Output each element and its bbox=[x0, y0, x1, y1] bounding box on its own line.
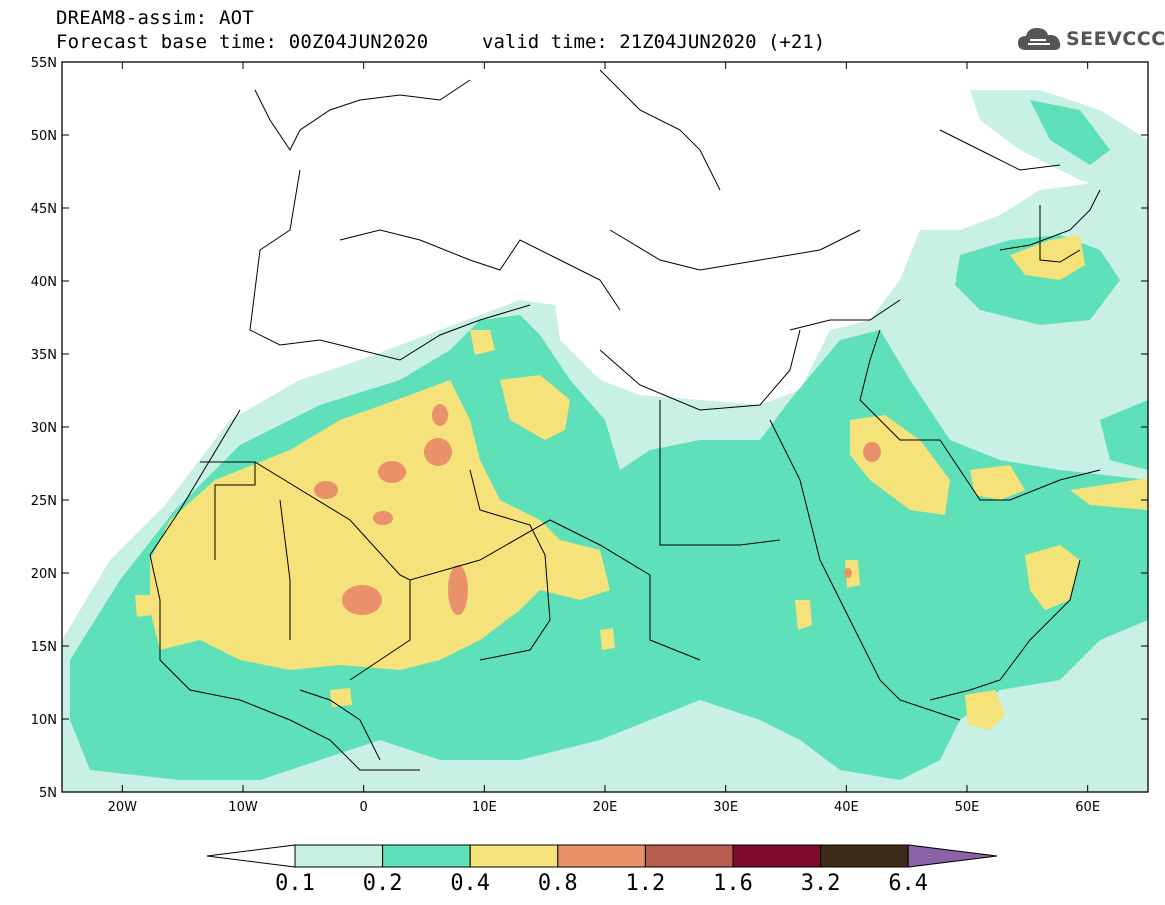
lon-tick-label: 30E bbox=[713, 800, 738, 815]
lon-tick-label: 20W bbox=[108, 800, 138, 815]
valid-time: valid time: 21Z04JUN2020 (+21) bbox=[482, 31, 826, 53]
lat-tick-label: 10N bbox=[31, 713, 57, 728]
lon-tick-label: 10W bbox=[228, 800, 258, 815]
lat-tick-label: 5N bbox=[39, 786, 57, 801]
coastlines bbox=[149, 69, 1101, 771]
colorbar-level-label: 1.2 bbox=[626, 871, 666, 896]
colorbar-level-label: 0.2 bbox=[363, 871, 403, 896]
colorbar-segment bbox=[820, 844, 909, 868]
colorbar-level-label: 6.4 bbox=[888, 871, 928, 896]
map-title: DREAM8-assim: AOT bbox=[56, 7, 254, 29]
colorbar-level-label: 0.1 bbox=[275, 871, 315, 896]
colorbar-level-label: 0.4 bbox=[450, 871, 490, 896]
colorbar-segment bbox=[382, 844, 471, 868]
colorbar-level-label: 3.2 bbox=[801, 871, 841, 896]
colorbar-right-triangle bbox=[907, 844, 998, 868]
lon-tick-label: 60E bbox=[1075, 800, 1100, 815]
cloud-icon bbox=[1018, 28, 1061, 50]
colorbar: 0.1 0.2 0.4 0.8 1.2 1.6 3.2 6.4 bbox=[206, 844, 998, 896]
lat-tick-label: 25N bbox=[31, 494, 57, 509]
colorbar-segment bbox=[557, 844, 646, 868]
latitude-axis: 5N 10N 15N 20N 25N 30N 35N 40N 45N 50N 55N bbox=[31, 56, 1148, 801]
lat-tick-label: 35N bbox=[31, 348, 57, 363]
colorbar-segment bbox=[469, 844, 559, 868]
lat-tick-label: 20N bbox=[31, 567, 57, 582]
aot-level-0.8 bbox=[314, 404, 881, 615]
lon-tick-label: 50E bbox=[955, 800, 980, 815]
lon-tick-label: 10E bbox=[472, 800, 497, 815]
lat-tick-label: 15N bbox=[31, 640, 57, 655]
colorbar-level-label: 0.8 bbox=[538, 871, 578, 896]
lon-tick-label: 20E bbox=[593, 800, 618, 815]
lon-tick-label: 0 bbox=[360, 800, 368, 815]
colorbar-left-triangle bbox=[206, 844, 296, 868]
lat-tick-label: 40N bbox=[31, 275, 57, 290]
lat-tick-label: 50N bbox=[31, 129, 57, 144]
colorbar-segment bbox=[294, 844, 384, 868]
longitude-axis: 20W 10W 0 10E 20E 30E 40E 50E 60E bbox=[108, 62, 1100, 815]
colorbar-segment bbox=[644, 844, 734, 868]
lon-tick-label: 40E bbox=[834, 800, 859, 815]
forecast-base-time: Forecast base time: 00Z04JUN2020 bbox=[56, 31, 429, 53]
aot-level-0.4 bbox=[135, 235, 1148, 730]
colorbar-level-label: 1.6 bbox=[713, 871, 753, 896]
lat-tick-label: 30N bbox=[31, 421, 57, 436]
seevccc-logo: SEEVCCC bbox=[1016, 22, 1165, 56]
map-plot-area bbox=[62, 62, 1148, 792]
lat-tick-label: 55N bbox=[31, 56, 57, 71]
lat-tick-label: 45N bbox=[31, 202, 57, 217]
colorbar-segment bbox=[732, 844, 822, 868]
logo-text: SEEVCCC bbox=[1066, 28, 1165, 50]
